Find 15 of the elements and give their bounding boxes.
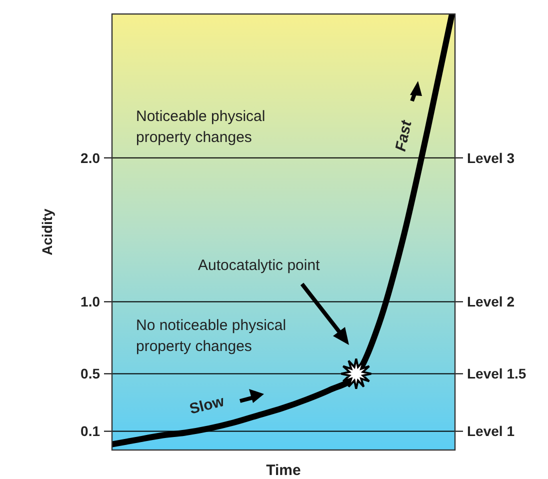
y-tick-label: 0.5 <box>80 366 100 382</box>
annotation: No noticeable physical property changes <box>136 317 286 355</box>
y-tick-label: 2.0 <box>80 150 100 166</box>
ref-line-label: Level 2 <box>467 294 515 310</box>
x-axis-title: Time <box>266 462 301 479</box>
y-tick-label: 0.1 <box>80 423 100 440</box>
ref-line-label: Level 1 <box>467 423 515 440</box>
y-tick-label: 1.0 <box>80 294 100 310</box>
annotation: Fast <box>392 118 416 153</box>
annotation: Noticeable physical property changes <box>136 108 266 146</box>
ref-line-label: Level 1.5 <box>467 366 526 382</box>
ref-line-label: Level 3 <box>467 150 515 166</box>
y-axis-title: Acidity <box>39 208 55 256</box>
annotation: Autocatalytic point <box>198 257 321 274</box>
annotation: Slow <box>188 392 226 418</box>
